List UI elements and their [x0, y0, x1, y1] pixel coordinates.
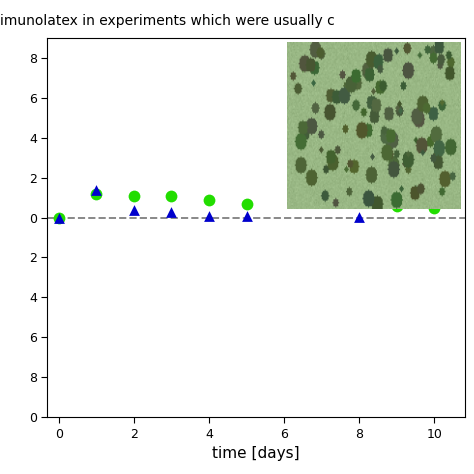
Point: [205, 212, 213, 219]
Point: [168, 192, 175, 200]
Point: [356, 213, 363, 220]
Point: [431, 204, 438, 211]
Point: [130, 192, 137, 200]
Point: [356, 198, 363, 205]
Point: [130, 206, 137, 213]
Point: [205, 196, 213, 203]
Point: [55, 214, 63, 221]
Point: [92, 186, 100, 193]
Text: imunolatex in experiments which were usually c: imunolatex in experiments which were usu…: [0, 14, 335, 28]
Point: [393, 192, 401, 200]
Point: [168, 208, 175, 215]
Point: [55, 214, 63, 221]
Point: [92, 190, 100, 197]
Point: [243, 200, 250, 207]
X-axis label: time [days]: time [days]: [212, 446, 300, 461]
Point: [393, 202, 401, 210]
Point: [243, 212, 250, 219]
Point: [431, 192, 438, 200]
